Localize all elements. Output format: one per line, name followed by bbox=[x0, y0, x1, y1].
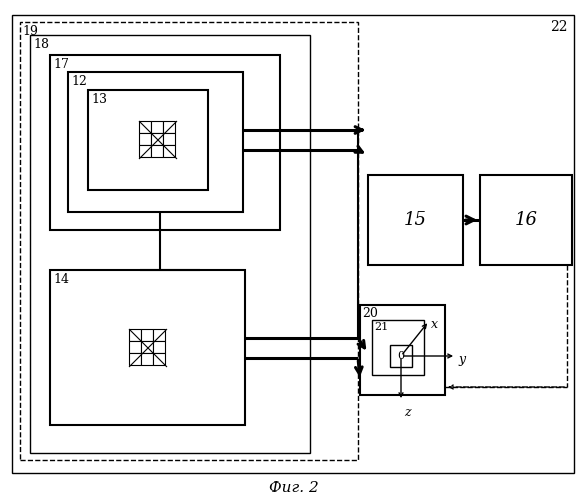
Bar bbox=[368, 175, 463, 265]
Bar bbox=[151, 133, 163, 145]
Bar bbox=[139, 145, 151, 157]
Bar bbox=[480, 175, 572, 265]
Bar bbox=[129, 353, 141, 365]
Bar bbox=[68, 72, 243, 212]
Bar bbox=[30, 35, 310, 453]
Bar bbox=[153, 341, 165, 353]
Text: 12: 12 bbox=[71, 75, 87, 88]
Text: z: z bbox=[404, 406, 410, 419]
Bar bbox=[141, 353, 153, 365]
Bar bbox=[151, 145, 163, 157]
Text: 15: 15 bbox=[403, 211, 426, 229]
Bar bbox=[153, 353, 165, 365]
Text: 13: 13 bbox=[91, 93, 107, 106]
Bar bbox=[20, 22, 358, 460]
Bar bbox=[141, 329, 153, 341]
Text: 17: 17 bbox=[53, 58, 69, 71]
Bar bbox=[129, 329, 141, 341]
Bar bbox=[139, 133, 151, 145]
Bar bbox=[163, 121, 175, 133]
Bar bbox=[151, 121, 163, 133]
Text: 14: 14 bbox=[53, 273, 69, 286]
Text: 19: 19 bbox=[22, 25, 38, 38]
Bar bbox=[50, 55, 280, 230]
Text: 20: 20 bbox=[362, 307, 378, 320]
Bar bbox=[372, 320, 424, 375]
Bar bbox=[129, 341, 141, 353]
Bar bbox=[141, 341, 153, 353]
Bar bbox=[163, 133, 175, 145]
Bar bbox=[360, 305, 445, 395]
Text: y: y bbox=[458, 354, 465, 366]
Text: Фиг. 2: Фиг. 2 bbox=[269, 481, 319, 495]
Bar bbox=[390, 345, 412, 367]
Text: x: x bbox=[431, 318, 438, 331]
Bar bbox=[50, 270, 245, 425]
Bar bbox=[153, 329, 165, 341]
Text: 16: 16 bbox=[514, 211, 537, 229]
Text: 0: 0 bbox=[397, 351, 405, 361]
Text: 21: 21 bbox=[374, 322, 388, 332]
Bar bbox=[88, 90, 208, 190]
Bar bbox=[163, 145, 175, 157]
Bar bbox=[139, 121, 151, 133]
Text: 18: 18 bbox=[33, 38, 49, 51]
Text: 22: 22 bbox=[550, 20, 567, 34]
